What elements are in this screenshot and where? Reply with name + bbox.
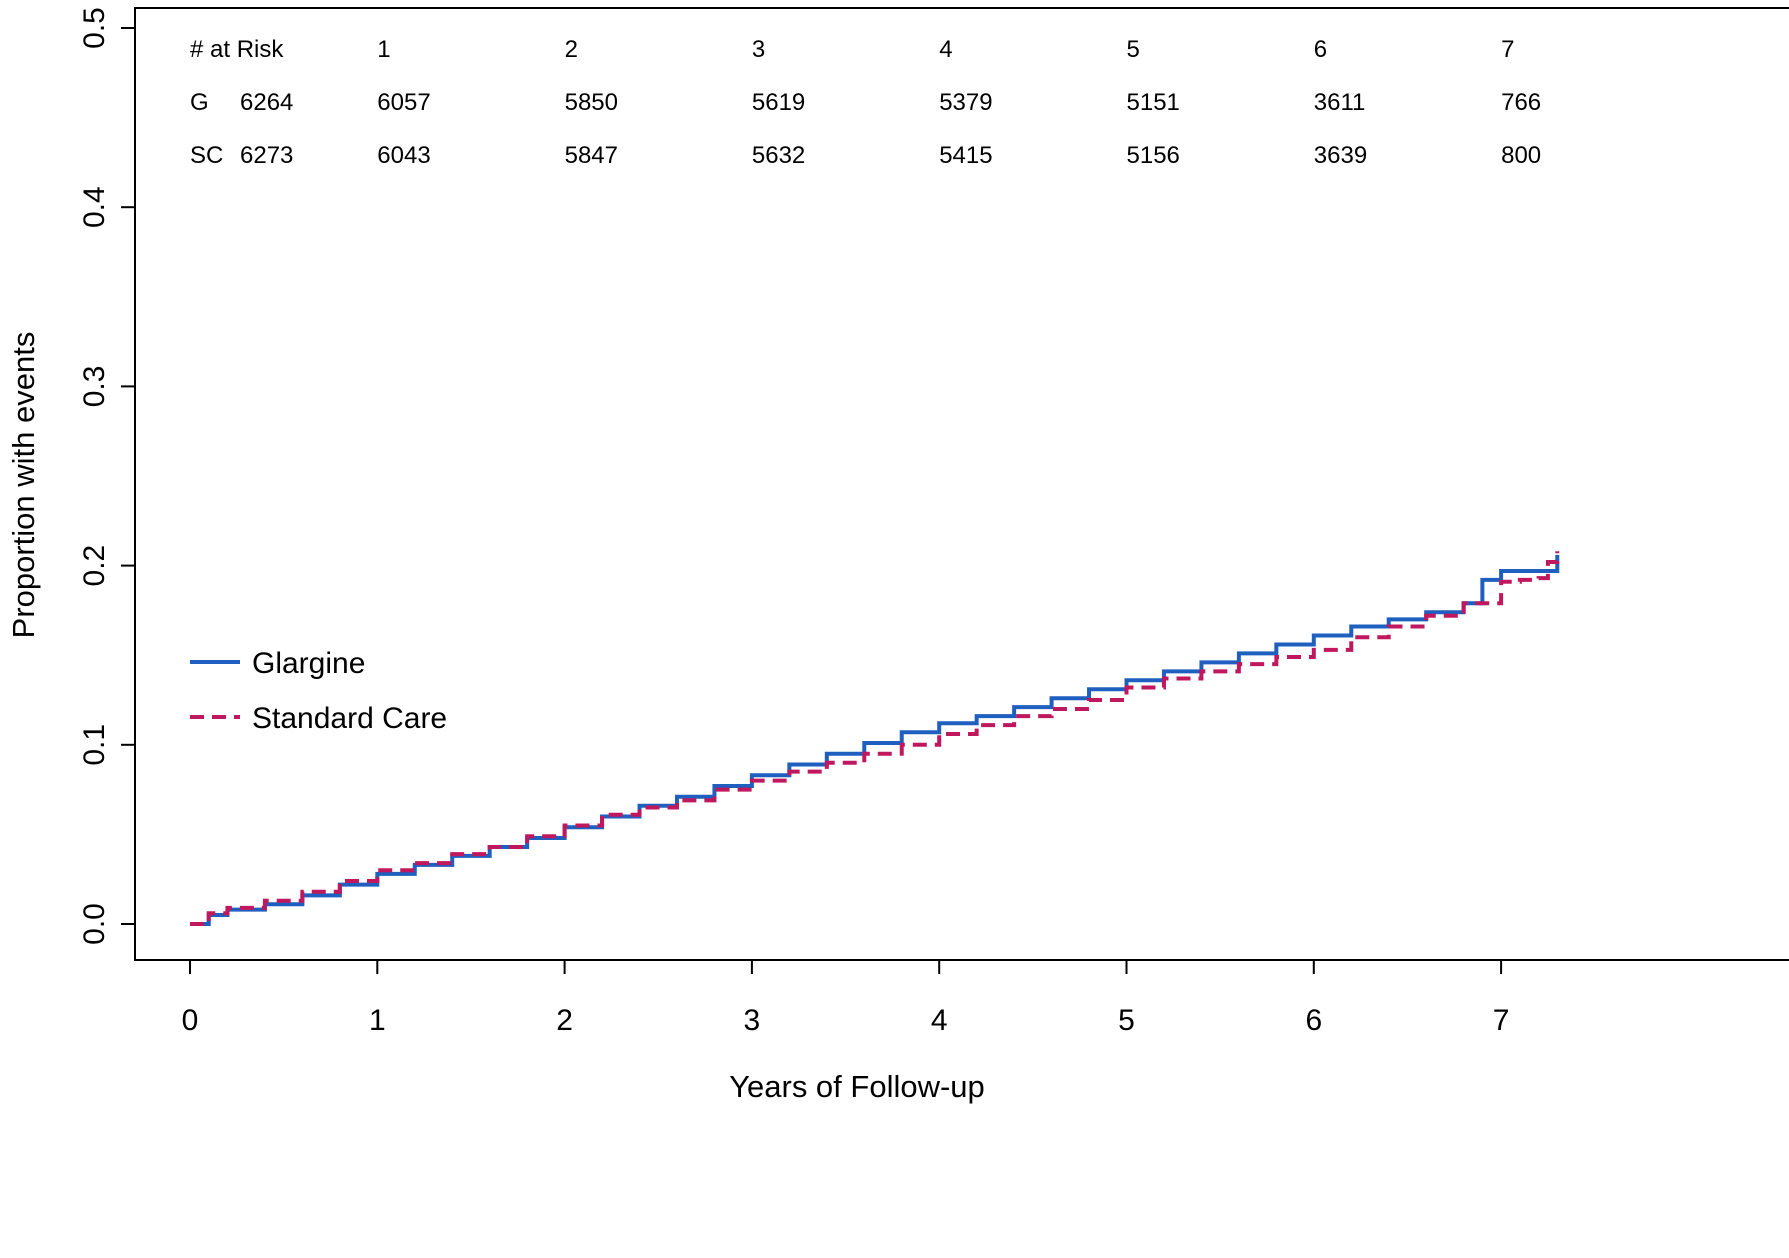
x-tick-label: 7 xyxy=(1493,1004,1510,1037)
risk-time-point: 4 xyxy=(939,36,952,63)
risk-count: 5619 xyxy=(752,89,805,116)
risk-count: 5151 xyxy=(1127,89,1180,116)
risk-table: # at Risk 1 2 3 4 5 6 7 G 6264 6057 5850 5619 5379 515… xyxy=(190,36,1541,169)
risk-count: 3639 xyxy=(1314,142,1367,169)
risk-count: 5379 xyxy=(939,89,992,116)
risk-count: 5632 xyxy=(752,142,805,169)
y-tick-label: 0.3 xyxy=(78,366,111,408)
risk-count: 6043 xyxy=(377,142,430,169)
risk-count: 800 xyxy=(1501,142,1541,169)
risk-count: 6273 xyxy=(240,142,293,169)
series-line-glargine xyxy=(190,554,1560,926)
x-axis-title: Years of Follow-up xyxy=(729,1069,985,1104)
risk-count: 5847 xyxy=(565,142,618,169)
risk-count: 5415 xyxy=(939,142,992,169)
x-tick-label: 6 xyxy=(1305,1004,1322,1037)
risk-time-point: 5 xyxy=(1127,36,1140,63)
legend: Glargine Standard Care xyxy=(190,647,447,735)
x-tick-label: 0 xyxy=(182,1004,199,1037)
y-tick-label: 0.1 xyxy=(78,724,111,766)
legend-label: Glargine xyxy=(252,647,365,680)
x-axis: 0 1 2 3 4 5 6 7 xyxy=(182,959,1510,1037)
y-tick-label: 0.2 xyxy=(78,545,111,587)
x-tick-label: 1 xyxy=(369,1004,386,1037)
x-tick-label: 5 xyxy=(1118,1004,1135,1037)
risk-count: 5850 xyxy=(565,89,618,116)
risk-row-label: G xyxy=(190,89,209,116)
risk-time-point: 3 xyxy=(752,36,765,63)
risk-count: 3611 xyxy=(1314,89,1366,116)
risk-time-point: 2 xyxy=(565,36,578,63)
x-tick-label: 3 xyxy=(744,1004,761,1037)
risk-count: 6057 xyxy=(377,89,430,116)
series-layer xyxy=(190,551,1560,926)
risk-time-point: 1 xyxy=(377,36,390,63)
y-axis-title: Proportion with events xyxy=(6,332,41,639)
x-tick-label: 2 xyxy=(556,1004,573,1037)
risk-count: 6264 xyxy=(240,89,293,116)
series-line-standard-care xyxy=(190,551,1560,926)
risk-time-point: 7 xyxy=(1501,36,1514,63)
risk-row-label: SC xyxy=(190,142,223,169)
y-tick-label: 0.0 xyxy=(78,903,111,945)
risk-time-point: 6 xyxy=(1314,36,1327,63)
x-tick-label: 4 xyxy=(931,1004,948,1037)
risk-header-label: # at Risk xyxy=(190,36,284,63)
y-tick-label: 0.4 xyxy=(78,186,111,228)
risk-count: 766 xyxy=(1501,89,1541,116)
y-axis: 0.0 0.1 0.2 0.3 0.4 0.5 xyxy=(78,7,135,945)
risk-count: 5156 xyxy=(1127,142,1180,169)
y-tick-label: 0.5 xyxy=(78,7,111,49)
legend-label: Standard Care xyxy=(252,702,447,735)
